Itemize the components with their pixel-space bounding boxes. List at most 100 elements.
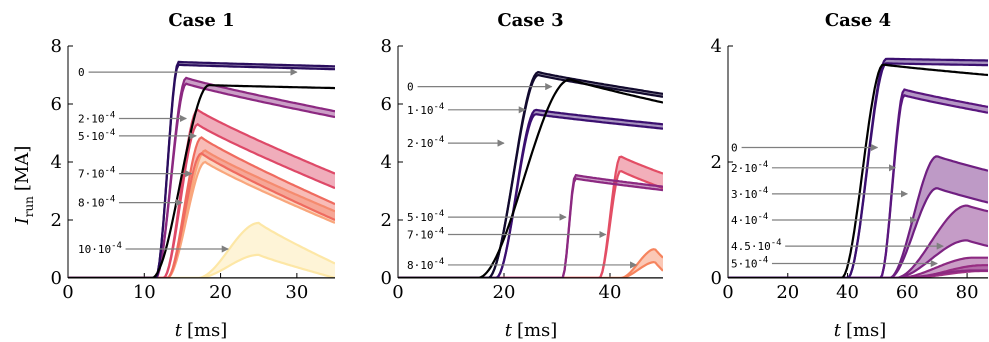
y-tick-label: 0 — [51, 268, 62, 289]
annotation: 1·10-4 — [407, 102, 526, 117]
series-line-lower — [68, 82, 335, 278]
x-axis-label-4: t [ms] — [834, 320, 887, 341]
annotation-label: 4.5·10-4 — [731, 238, 782, 253]
series-line-upper — [728, 256, 988, 278]
series-line-lower — [728, 269, 988, 278]
annotation: 10·10-4 — [78, 241, 229, 256]
series-band — [398, 175, 663, 278]
series-line-lower — [398, 113, 663, 278]
series-line-lower — [728, 269, 988, 278]
series-line-upper — [68, 108, 335, 278]
series-line-lower — [68, 63, 335, 278]
plot-area — [398, 70, 663, 278]
series-line-upper — [398, 108, 663, 278]
series-line-upper — [728, 155, 988, 278]
x-tick-label: 40 — [599, 282, 622, 303]
annotation-label: 8·10-4 — [78, 195, 115, 210]
y-tick-label: 2 — [711, 152, 722, 173]
annotation: 5·10-4 — [78, 128, 197, 143]
x-tick-label: 0 — [392, 282, 403, 303]
x-tick-label: 0 — [722, 282, 733, 303]
annotation-label: 5·10-4 — [78, 128, 115, 143]
annotation: 2·10-4 — [407, 135, 505, 150]
x-tick-label: 30 — [285, 282, 308, 303]
series-line-upper — [728, 88, 988, 278]
y-tick-label: 2 — [381, 210, 392, 231]
panel-case-1: Case 1 0 2 4 6 8 0 10 20 30 0 2·10-4 5·10-4 7·10-4 8·1… — [51, 10, 335, 303]
annotation: 4·10-4 — [731, 212, 917, 227]
series-line-lower — [68, 151, 335, 278]
svg-text:t[ms]: t [ms] — [505, 320, 558, 341]
annotation-label: 7·10-4 — [407, 227, 444, 242]
x-tick-label: 0 — [62, 282, 73, 303]
annotation: 7·10-4 — [407, 227, 607, 242]
series-band — [728, 205, 988, 278]
annotation-label: 0 — [407, 81, 414, 94]
y-tick-label: 8 — [381, 36, 392, 57]
annotation-label: 2·10-4 — [407, 135, 444, 150]
series-line-upper — [728, 264, 988, 278]
series-line-lower — [728, 239, 988, 278]
annotation-label: 0 — [78, 66, 85, 79]
annotation-label: 8·10-4 — [407, 257, 444, 272]
x-tick-label: 80 — [956, 282, 979, 303]
annotation-label: 7·10-4 — [78, 166, 115, 181]
annotation-label: 4·10-4 — [731, 212, 768, 227]
panel-case-3: Case 3 0 2 4 6 8 0 20 40 0 1·10-4 5·10-4 7·10-4 8·10-… — [381, 10, 663, 303]
annotation-label: 2·10-4 — [731, 160, 768, 175]
series-line-lower — [398, 177, 663, 278]
reference-line — [728, 63, 988, 278]
plot-area — [728, 57, 988, 278]
svg-text:t[ms]: t [ms] — [834, 320, 887, 341]
annotation: 0 — [78, 66, 298, 79]
annotation: 8·10-4 — [78, 195, 184, 210]
series-line-lower — [728, 187, 988, 278]
annotation-label: 1·10-4 — [407, 102, 444, 117]
series-line-lower — [728, 93, 988, 278]
x-tick-label: 10 — [133, 282, 156, 303]
annotation-label: 5·10-4 — [407, 209, 444, 224]
series-line-upper — [398, 173, 663, 278]
series-line-lower — [398, 73, 663, 278]
y-axis-label: Irun[MA] — [12, 146, 36, 226]
y-tick-label: 4 — [711, 36, 722, 57]
y-tick-label: 4 — [51, 152, 62, 173]
x-tick-label: 20 — [776, 282, 799, 303]
series-band — [728, 156, 988, 278]
annotation: 5·10-4 — [731, 256, 938, 271]
annotation-label: 5·10-4 — [731, 256, 768, 271]
annotation: 0 — [731, 142, 879, 155]
x-tick-label: 20 — [493, 282, 516, 303]
series-line-lower — [68, 160, 335, 278]
reference-line — [68, 83, 335, 278]
series-line-upper — [68, 76, 335, 278]
y-tick-label: 0 — [711, 268, 722, 289]
panel-title: Case 1 — [168, 10, 234, 31]
annotation: 2·10-4 — [78, 111, 187, 126]
y-tick-label: 0 — [381, 268, 392, 289]
annotation: 5·10-4 — [407, 209, 567, 224]
series-line-upper — [398, 155, 663, 278]
series-line-lower — [398, 170, 663, 278]
annotation: 2·10-4 — [731, 160, 897, 175]
svg-text:Irun[MA]: Irun[MA] — [12, 146, 36, 226]
annotation-label: 10·10-4 — [78, 241, 122, 256]
series-line-lower — [68, 122, 335, 278]
annotation: 4.5·10-4 — [731, 238, 944, 253]
panel-title: Case 3 — [497, 10, 563, 31]
annotation: 3·10-4 — [731, 186, 909, 201]
y-tick-label: 6 — [381, 94, 392, 115]
annotation-label: 3·10-4 — [731, 186, 768, 201]
y-tick-label: 6 — [51, 94, 62, 115]
series-band — [68, 222, 335, 278]
annotation-label: 0 — [731, 142, 738, 155]
x-axis-label-3: t [ms] — [505, 320, 558, 341]
reference-line — [398, 78, 663, 278]
series-line-upper — [728, 204, 988, 278]
series-line-lower — [728, 62, 988, 278]
plot-area — [68, 60, 335, 278]
series-band — [68, 109, 335, 278]
y-tick-label: 8 — [51, 36, 62, 57]
